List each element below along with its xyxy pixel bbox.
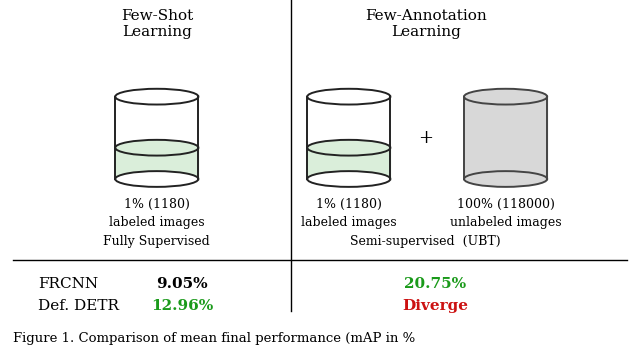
Text: Few-Annotation
Learning: Few-Annotation Learning — [365, 9, 486, 39]
Polygon shape — [307, 97, 390, 179]
Polygon shape — [307, 148, 390, 179]
Text: Diverge: Diverge — [402, 299, 468, 313]
Text: 1% (1180): 1% (1180) — [124, 198, 189, 211]
Ellipse shape — [115, 171, 198, 187]
Ellipse shape — [307, 89, 390, 105]
Ellipse shape — [115, 89, 198, 105]
Text: Few-Shot
Learning: Few-Shot Learning — [121, 9, 193, 39]
Text: Semi-supervised  (UBT): Semi-supervised (UBT) — [350, 235, 501, 248]
Text: 20.75%: 20.75% — [404, 276, 467, 291]
Ellipse shape — [307, 171, 390, 187]
Ellipse shape — [464, 171, 547, 187]
Text: +: + — [418, 129, 433, 147]
Text: labeled images: labeled images — [301, 216, 397, 229]
Text: FRCNN: FRCNN — [38, 276, 99, 291]
Text: labeled images: labeled images — [109, 216, 205, 229]
Ellipse shape — [464, 89, 547, 105]
Text: unlabeled images: unlabeled images — [450, 216, 561, 229]
Text: 12.96%: 12.96% — [151, 299, 214, 313]
Text: 9.05%: 9.05% — [157, 276, 208, 291]
Ellipse shape — [115, 140, 198, 156]
Text: 1% (1180): 1% (1180) — [316, 198, 381, 211]
Text: Figure 1. Comparison of mean final performance (mAP in %: Figure 1. Comparison of mean final perfo… — [13, 332, 415, 345]
Polygon shape — [115, 148, 198, 179]
Text: Fully Supervised: Fully Supervised — [104, 235, 210, 248]
Text: 100% (118000): 100% (118000) — [457, 198, 554, 211]
Polygon shape — [464, 97, 547, 179]
Polygon shape — [115, 97, 198, 179]
Ellipse shape — [307, 140, 390, 156]
Text: Def. DETR: Def. DETR — [38, 299, 120, 313]
